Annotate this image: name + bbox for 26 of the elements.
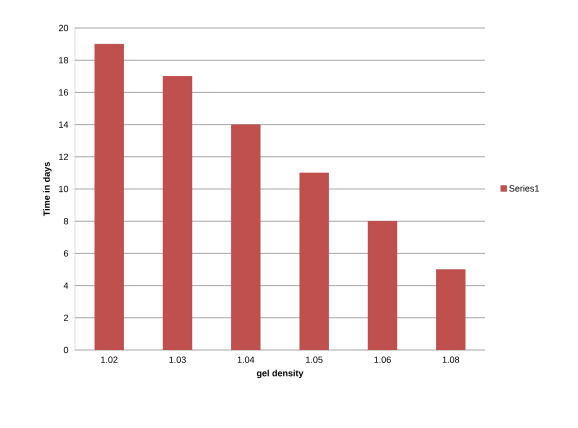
y-tick-label: 4 — [64, 282, 68, 289]
x-tick-label: 1.08 — [442, 356, 460, 363]
bar — [368, 220, 398, 350]
y-tick-label: 10 — [59, 186, 68, 192]
y-tick-label: 18 — [59, 57, 68, 64]
y-tick-label: 14 — [59, 121, 68, 128]
y-tick-label: 8 — [64, 218, 68, 224]
x-tick-label: 1.06 — [374, 356, 391, 363]
y-tick-label: 16 — [59, 89, 68, 96]
x-tick-label: 1.02 — [101, 356, 118, 363]
y-tick-label: 0 — [64, 346, 68, 354]
y-tick-label: 2 — [64, 314, 68, 321]
y-tick-label: 20 — [58, 24, 68, 32]
bar — [231, 124, 261, 350]
bar — [94, 44, 124, 350]
bar — [436, 269, 466, 350]
y-axis-title: Time in days — [43, 162, 52, 216]
x-tick-label: 1.03 — [169, 356, 186, 363]
x-tick-label: 1.05 — [306, 356, 323, 363]
bar — [299, 172, 329, 350]
x-axis-title: gel density — [256, 370, 304, 378]
legend-label: Series1 — [509, 184, 539, 192]
y-tick-label: 12 — [59, 154, 68, 160]
bar — [162, 76, 192, 350]
y-tick-label: 6 — [64, 250, 68, 257]
x-tick-label: 1.04 — [238, 356, 254, 363]
